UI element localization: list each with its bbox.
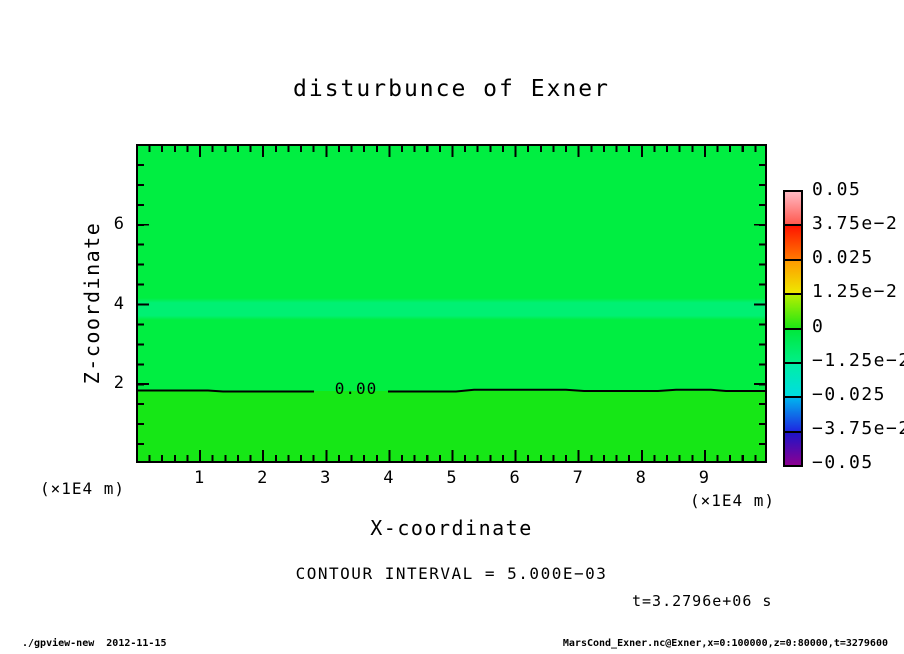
y-axis-unit: (×1E4 m) (40, 479, 126, 498)
footer-command-date: ./gpview-new 2012-11-15 (22, 638, 167, 649)
colorbar-tick-label: −0.025 (812, 383, 887, 405)
colorbar-segment (785, 398, 801, 433)
x-axis-title: X-coordinate (370, 516, 533, 540)
colorbar-segment (785, 260, 801, 296)
y-tick-label: 4 (113, 293, 124, 314)
colorbar-tick-label: −1.25e−2 (812, 349, 904, 371)
colorbar-tick-label: 3.75e−2 (812, 213, 899, 235)
x-axis-major-ticks-bottom (138, 450, 765, 461)
plot-area: 0.00 (136, 144, 767, 463)
colorbar (783, 190, 803, 467)
contour-interval-note: CONTOUR INTERVAL = 5.000E−03 (295, 564, 608, 583)
colorbar-tick-label: 0.05 (812, 179, 862, 200)
zero-contour-line (138, 388, 765, 393)
y-axis-major-ticks-left (138, 146, 149, 461)
below-contour-region (138, 391, 765, 461)
colorbar-tick-label: 1.25e−2 (812, 281, 899, 303)
x-axis-unit: (×1E4 m) (690, 491, 776, 510)
colorbar-tick-label: 0 (812, 315, 825, 337)
negative-band (138, 298, 765, 320)
y-tick-label: 6 (113, 213, 124, 234)
colorbar-segment (785, 192, 801, 227)
colorbar-tick-label: −0.05 (812, 452, 874, 473)
y-axis-major-ticks-right (754, 146, 765, 461)
y-tick-label: 2 (113, 373, 124, 394)
footer-data-source: MarsCond_Exner.nc@Exner,x=0:100000,z=0:8… (562, 638, 888, 649)
colorbar-segment (785, 329, 801, 364)
colorbar-tick-label: −3.75e−2 (812, 417, 904, 439)
colorbar-segment (785, 226, 801, 261)
contour-line-label: 0.00 (334, 379, 378, 398)
colorbar-tick-label: 0.025 (812, 247, 874, 269)
colorbar-segment (785, 363, 801, 399)
plot-title: disturbunce of Exner (293, 76, 610, 102)
time-annotation: t=3.2796e+06 s (632, 592, 773, 610)
y-axis-title: Z-coordinate (80, 221, 104, 385)
colorbar-segment (785, 295, 801, 330)
x-axis-major-ticks-top (138, 146, 765, 157)
colorbar-segment (785, 432, 801, 465)
